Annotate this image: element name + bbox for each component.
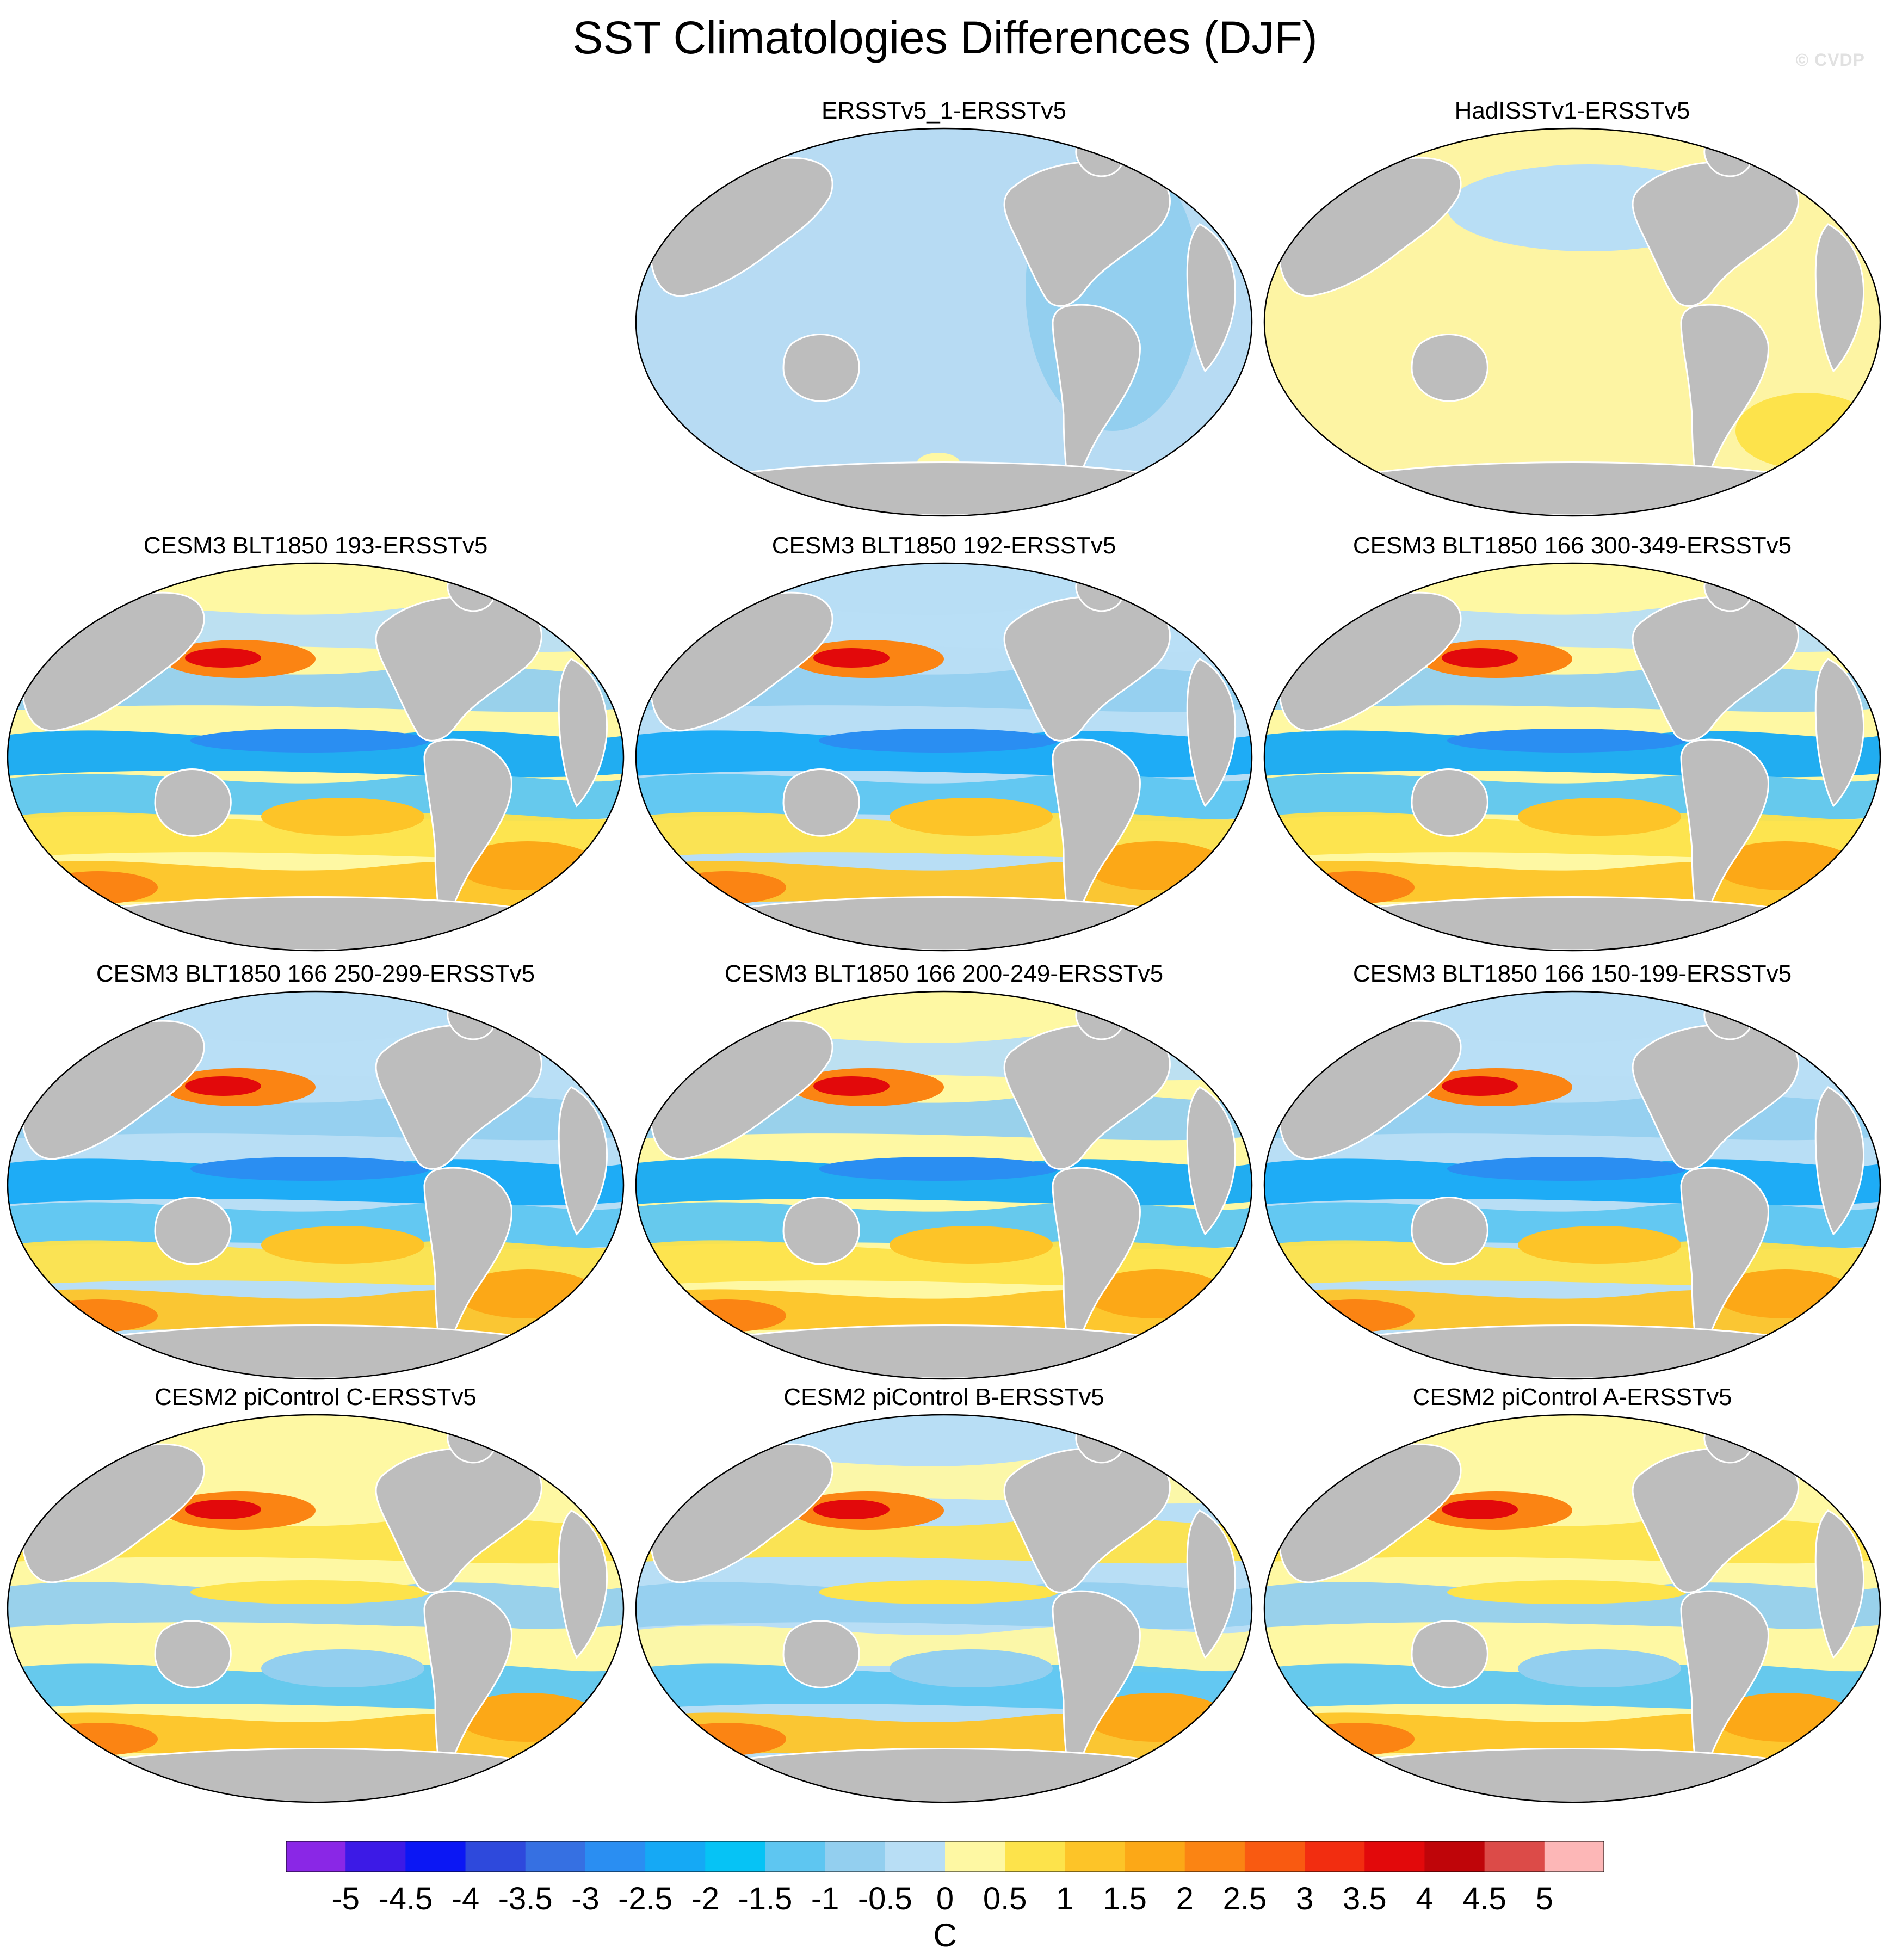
- panel-title: HadISSTv1-ERSSTv5: [1454, 97, 1690, 124]
- panel-title: CESM2 piControl C-ERSSTv5: [155, 1384, 477, 1410]
- colorbar-swatch: [1424, 1841, 1485, 1872]
- colorbar-tick-labels: -5 -4.5 -4 -3.5 -3 -2.5 -2 -1.5 -1 -0.5 0 0.5 1 1.5 2 2…: [0, 1880, 1890, 1924]
- colorbar-tick: 4: [1416, 1881, 1434, 1916]
- world-map: [1263, 1414, 1881, 1803]
- colorbar-swatch: [1065, 1841, 1126, 1872]
- colorbar-tick: -3: [571, 1881, 600, 1916]
- colorbar-tick: -5: [331, 1881, 360, 1916]
- world-map: [7, 990, 625, 1380]
- map-panel: CESM3 BLT1850 192-ERSSTv5: [634, 531, 1254, 955]
- colorbar-swatch: [1305, 1841, 1365, 1872]
- colorbar-tick: 1: [1056, 1881, 1074, 1916]
- colorbar-swatch: [705, 1841, 765, 1872]
- colorbar-tick: 2: [1176, 1881, 1194, 1916]
- panel-title: CESM3 BLT1850 193-ERSSTv5: [143, 532, 488, 559]
- colorbar-swatch: [1484, 1841, 1545, 1872]
- colorbar-tick: -4: [451, 1881, 480, 1916]
- colorbar-tick: 5: [1535, 1881, 1553, 1916]
- panel-title: ERSSTv5_1-ERSSTv5: [822, 97, 1066, 124]
- colorbar-tick: 0.5: [983, 1881, 1027, 1916]
- panel-title: CESM3 BLT1850 192-ERSSTv5: [771, 532, 1116, 559]
- colorbar-tick: 3: [1295, 1881, 1314, 1916]
- colorbar-swatch: [585, 1841, 646, 1872]
- world-map: [635, 1414, 1253, 1803]
- colorbar-tick: -1: [811, 1881, 839, 1916]
- colorbar-swatch: [345, 1841, 406, 1872]
- colorbar-swatch: [1364, 1841, 1425, 1872]
- panel-title: CESM3 BLT1850 166 200-249-ERSSTv5: [724, 960, 1164, 987]
- colorbar-tick: -1.5: [738, 1881, 793, 1916]
- colorbar-swatch: [645, 1841, 706, 1872]
- panel-title: CESM3 BLT1850 166 300-349-ERSSTv5: [1352, 532, 1792, 559]
- colorbar-swatch: [825, 1841, 886, 1872]
- map-panel: CESM3 BLT1850 166 250-299-ERSSTv5: [5, 959, 626, 1383]
- colorbar-tick: 4.5: [1462, 1881, 1506, 1916]
- colorbar-swatch: [1184, 1841, 1245, 1872]
- colorbar-tick: -3.5: [498, 1881, 553, 1916]
- map-panel: HadISSTv1-ERSSTv5: [1262, 96, 1882, 520]
- world-map: [635, 562, 1253, 952]
- colorbar-swatch: [405, 1841, 466, 1872]
- colorbar: [286, 1841, 1604, 1872]
- map-panel: CESM3 BLT1850 166 200-249-ERSSTv5: [634, 959, 1254, 1383]
- map-panel: CESM2 piControl C-ERSSTv5: [5, 1382, 626, 1807]
- figure-title: SST Climatologies Differences (DJF): [572, 12, 1318, 63]
- world-map: [635, 127, 1253, 517]
- colorbar-swatch: [525, 1841, 586, 1872]
- colorbar-tick: 1.5: [1103, 1881, 1147, 1916]
- map-panel: CESM3 BLT1850 166 150-199-ERSSTv5: [1262, 959, 1882, 1383]
- world-map: [1263, 127, 1881, 517]
- colorbar-tick: 0: [936, 1881, 954, 1916]
- world-map: [1263, 990, 1881, 1380]
- colorbar-tick: -0.5: [857, 1881, 912, 1916]
- colorbar-swatch: [1125, 1841, 1185, 1872]
- map-panel: CESM3 BLT1850 193-ERSSTv5: [5, 531, 626, 955]
- map-panel: CESM3 BLT1850 166 300-349-ERSSTv5: [1262, 531, 1882, 955]
- panel-title: CESM3 BLT1850 166 150-199-ERSSTv5: [1352, 960, 1792, 987]
- watermark: © CVDP: [1795, 50, 1865, 70]
- colorbar-swatch: [1244, 1841, 1305, 1872]
- map-panel: ERSSTv5_1-ERSSTv5: [634, 96, 1254, 520]
- panel-title: CESM3 BLT1850 166 250-299-ERSSTv5: [96, 960, 535, 987]
- colorbar-swatch: [765, 1841, 826, 1872]
- panel-title: CESM2 piControl A-ERSSTv5: [1412, 1384, 1732, 1410]
- colorbar-tick: 2.5: [1222, 1881, 1267, 1916]
- colorbar-tick: -2: [691, 1881, 720, 1916]
- colorbar-swatch: [465, 1841, 526, 1872]
- colorbar-swatch: [286, 1841, 346, 1872]
- panel-title: CESM2 piControl B-ERSSTv5: [783, 1384, 1104, 1410]
- world-map: [635, 990, 1253, 1380]
- colorbar-tick: -2.5: [618, 1881, 673, 1916]
- colorbar-swatch: [945, 1841, 1005, 1872]
- map-panel: CESM2 piControl B-ERSSTv5: [634, 1382, 1254, 1807]
- colorbar-swatch: [1005, 1841, 1065, 1872]
- colorbar-tick: -4.5: [378, 1881, 433, 1916]
- colorbar-swatch: [1544, 1841, 1604, 1872]
- world-map: [1263, 562, 1881, 952]
- world-map: [7, 1414, 625, 1803]
- colorbar-tick: 3.5: [1342, 1881, 1387, 1916]
- colorbar-swatch: [885, 1841, 946, 1872]
- world-map: [7, 562, 625, 952]
- map-panel: CESM2 piControl A-ERSSTv5: [1262, 1382, 1882, 1807]
- colorbar-units: C: [933, 1917, 957, 1953]
